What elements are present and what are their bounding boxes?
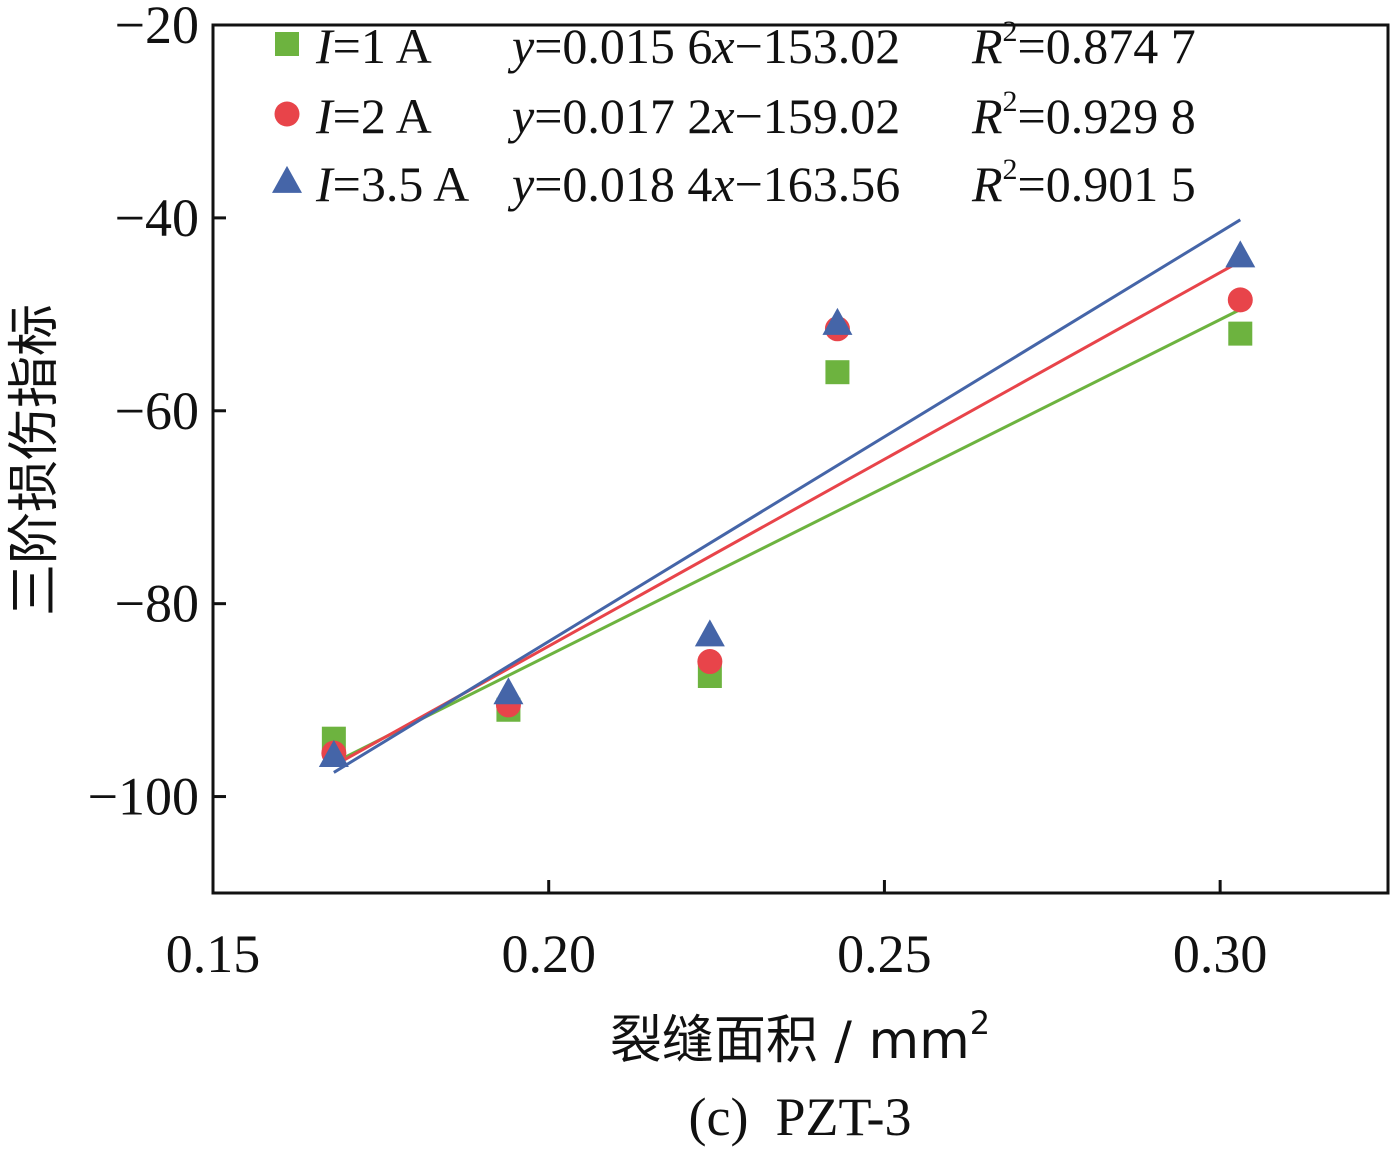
figure-caption: (c) PZT-3 <box>689 1087 912 1147</box>
y-tick-label: −20 <box>115 0 199 55</box>
data-point-series-1 <box>1228 321 1253 346</box>
equation-intercept: −163.56 <box>735 156 901 212</box>
legend-equation-series-2: y=0.017 2x−159.02 <box>507 88 900 144</box>
fit-lines-layer <box>333 218 1242 774</box>
r2-var: R <box>971 156 1003 212</box>
y-tick-label: −80 <box>115 574 199 634</box>
legend-marker-series-2 <box>274 101 300 127</box>
r2-sup: 2 <box>1003 15 1018 48</box>
equation-y: y <box>507 18 535 74</box>
equation-y: y <box>507 88 535 144</box>
r2-value: =0.874 7 <box>1018 18 1196 74</box>
plot-frame <box>211 23 1390 895</box>
legend-r2-series-2: R2=0.929 8 <box>971 85 1196 144</box>
fit-line-series-3 <box>333 218 1242 774</box>
legend-marker-series-3 <box>272 165 302 193</box>
x-tick-label: 0.30 <box>1173 924 1268 984</box>
data-point-series-1 <box>825 360 850 385</box>
x-axis-title-text: 裂缝面积 / mm <box>610 1011 970 1071</box>
legend-label-series-1: I=1 A <box>315 18 432 74</box>
legend-r2-series-3: R2=0.901 5 <box>971 153 1196 212</box>
y-tick-label: −60 <box>115 381 199 441</box>
legend-value: =3.5 A <box>333 156 470 212</box>
equation-intercept: −159.02 <box>735 88 901 144</box>
data-point-series-3 <box>1225 240 1256 268</box>
r2-var: R <box>971 18 1003 74</box>
r2-var: R <box>971 88 1003 144</box>
y-tick-label: −100 <box>88 767 199 827</box>
data-point-series-3 <box>822 307 853 335</box>
equation-slope: =0.015 6 <box>534 18 712 74</box>
data-point-series-2 <box>1227 287 1253 313</box>
x-tick-label: 0.20 <box>501 924 596 984</box>
axes-layer: −20 −40 −60 −80 −100 0.15 0.20 0.25 0.30 <box>88 0 1390 984</box>
data-point-series-3 <box>318 739 349 767</box>
equation-slope: =0.017 2 <box>534 88 712 144</box>
legend-label-series-3: I=3.5 A <box>315 156 469 212</box>
fit-line-series-1 <box>333 308 1241 765</box>
x-axis-title-sup: 2 <box>970 1004 990 1042</box>
legend-marker-series-1 <box>275 32 299 56</box>
y-tick-label: −40 <box>115 188 199 248</box>
legend-var: I <box>315 88 335 144</box>
legend-equation-series-3: y=0.018 4x−163.56 <box>507 156 900 212</box>
y-axis-title: 三阶损伤指标 <box>5 304 65 616</box>
r2-sup: 2 <box>1003 153 1018 186</box>
r2-value: =0.901 5 <box>1018 156 1196 212</box>
r2-sup: 2 <box>1003 85 1018 118</box>
legend-var: I <box>315 18 335 74</box>
legend-value: =1 A <box>333 18 432 74</box>
data-points-layer <box>318 240 1256 767</box>
equation-intercept: −153.02 <box>735 18 901 74</box>
legend-label-series-2: I=2 A <box>315 88 432 144</box>
data-point-series-2 <box>697 649 723 675</box>
legend-r2-series-1: R2=0.874 7 <box>971 15 1196 74</box>
x-axis-title: 裂缝面积 / mm2 <box>610 1004 990 1071</box>
equation-x: x <box>711 156 734 212</box>
legend-equation-series-1: y=0.015 6x−153.02 <box>507 18 900 74</box>
legend-var: I <box>315 156 335 212</box>
data-point-series-3 <box>493 677 524 705</box>
x-tick-label: 0.15 <box>166 924 261 984</box>
equation-x: x <box>711 18 734 74</box>
data-point-series-3 <box>694 619 725 647</box>
x-tick-label: 0.25 <box>837 924 932 984</box>
equation-x: x <box>711 88 734 144</box>
equation-y: y <box>507 156 535 212</box>
legend-value: =2 A <box>333 88 432 144</box>
r2-value: =0.929 8 <box>1018 88 1196 144</box>
equation-slope: =0.018 4 <box>534 156 712 212</box>
